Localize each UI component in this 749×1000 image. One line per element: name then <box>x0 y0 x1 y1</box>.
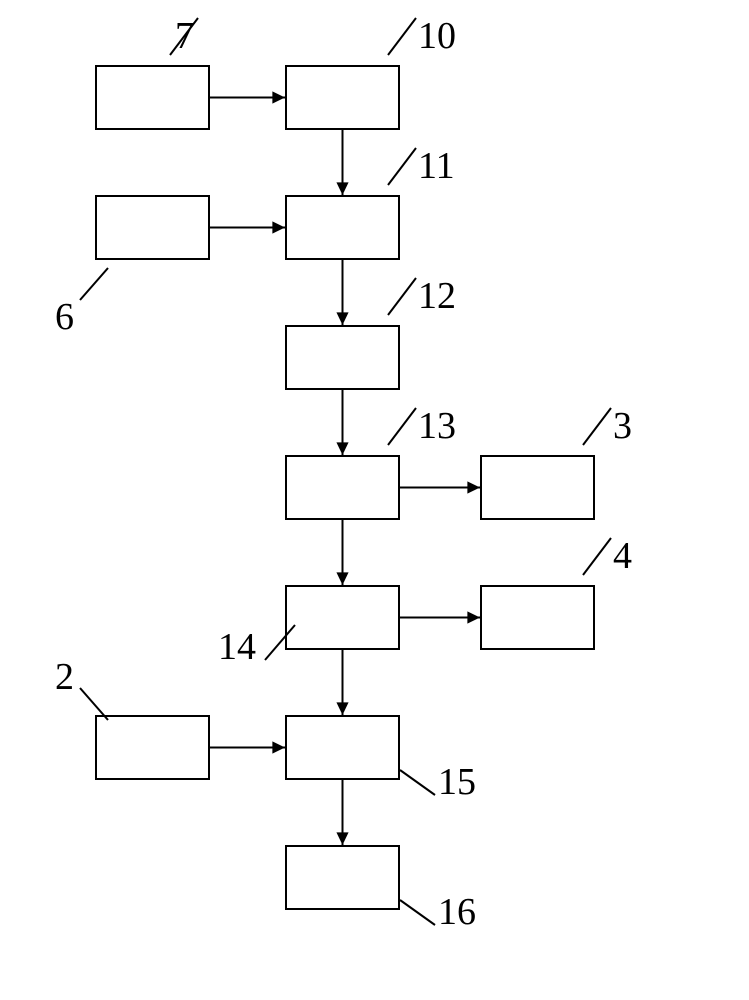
label-2: 2 <box>55 655 74 699</box>
node-13 <box>285 455 400 520</box>
label-15: 15 <box>438 760 476 804</box>
label-4: 4 <box>613 534 632 578</box>
node-2 <box>95 715 210 780</box>
node-3 <box>480 455 595 520</box>
label-10: 10 <box>418 14 456 58</box>
label-12: 12 <box>418 274 456 318</box>
node-16 <box>285 845 400 910</box>
label-11: 11 <box>418 144 455 188</box>
node-4 <box>480 585 595 650</box>
label-16: 16 <box>438 890 476 934</box>
label-7: 7 <box>175 14 194 58</box>
label-13: 13 <box>418 404 456 448</box>
node-10 <box>285 65 400 130</box>
node-15 <box>285 715 400 780</box>
node-12 <box>285 325 400 390</box>
label-6: 6 <box>55 295 74 339</box>
label-14: 14 <box>218 625 256 669</box>
node-14 <box>285 585 400 650</box>
label-3: 3 <box>613 404 632 448</box>
node-6 <box>95 195 210 260</box>
node-7 <box>95 65 210 130</box>
node-11 <box>285 195 400 260</box>
